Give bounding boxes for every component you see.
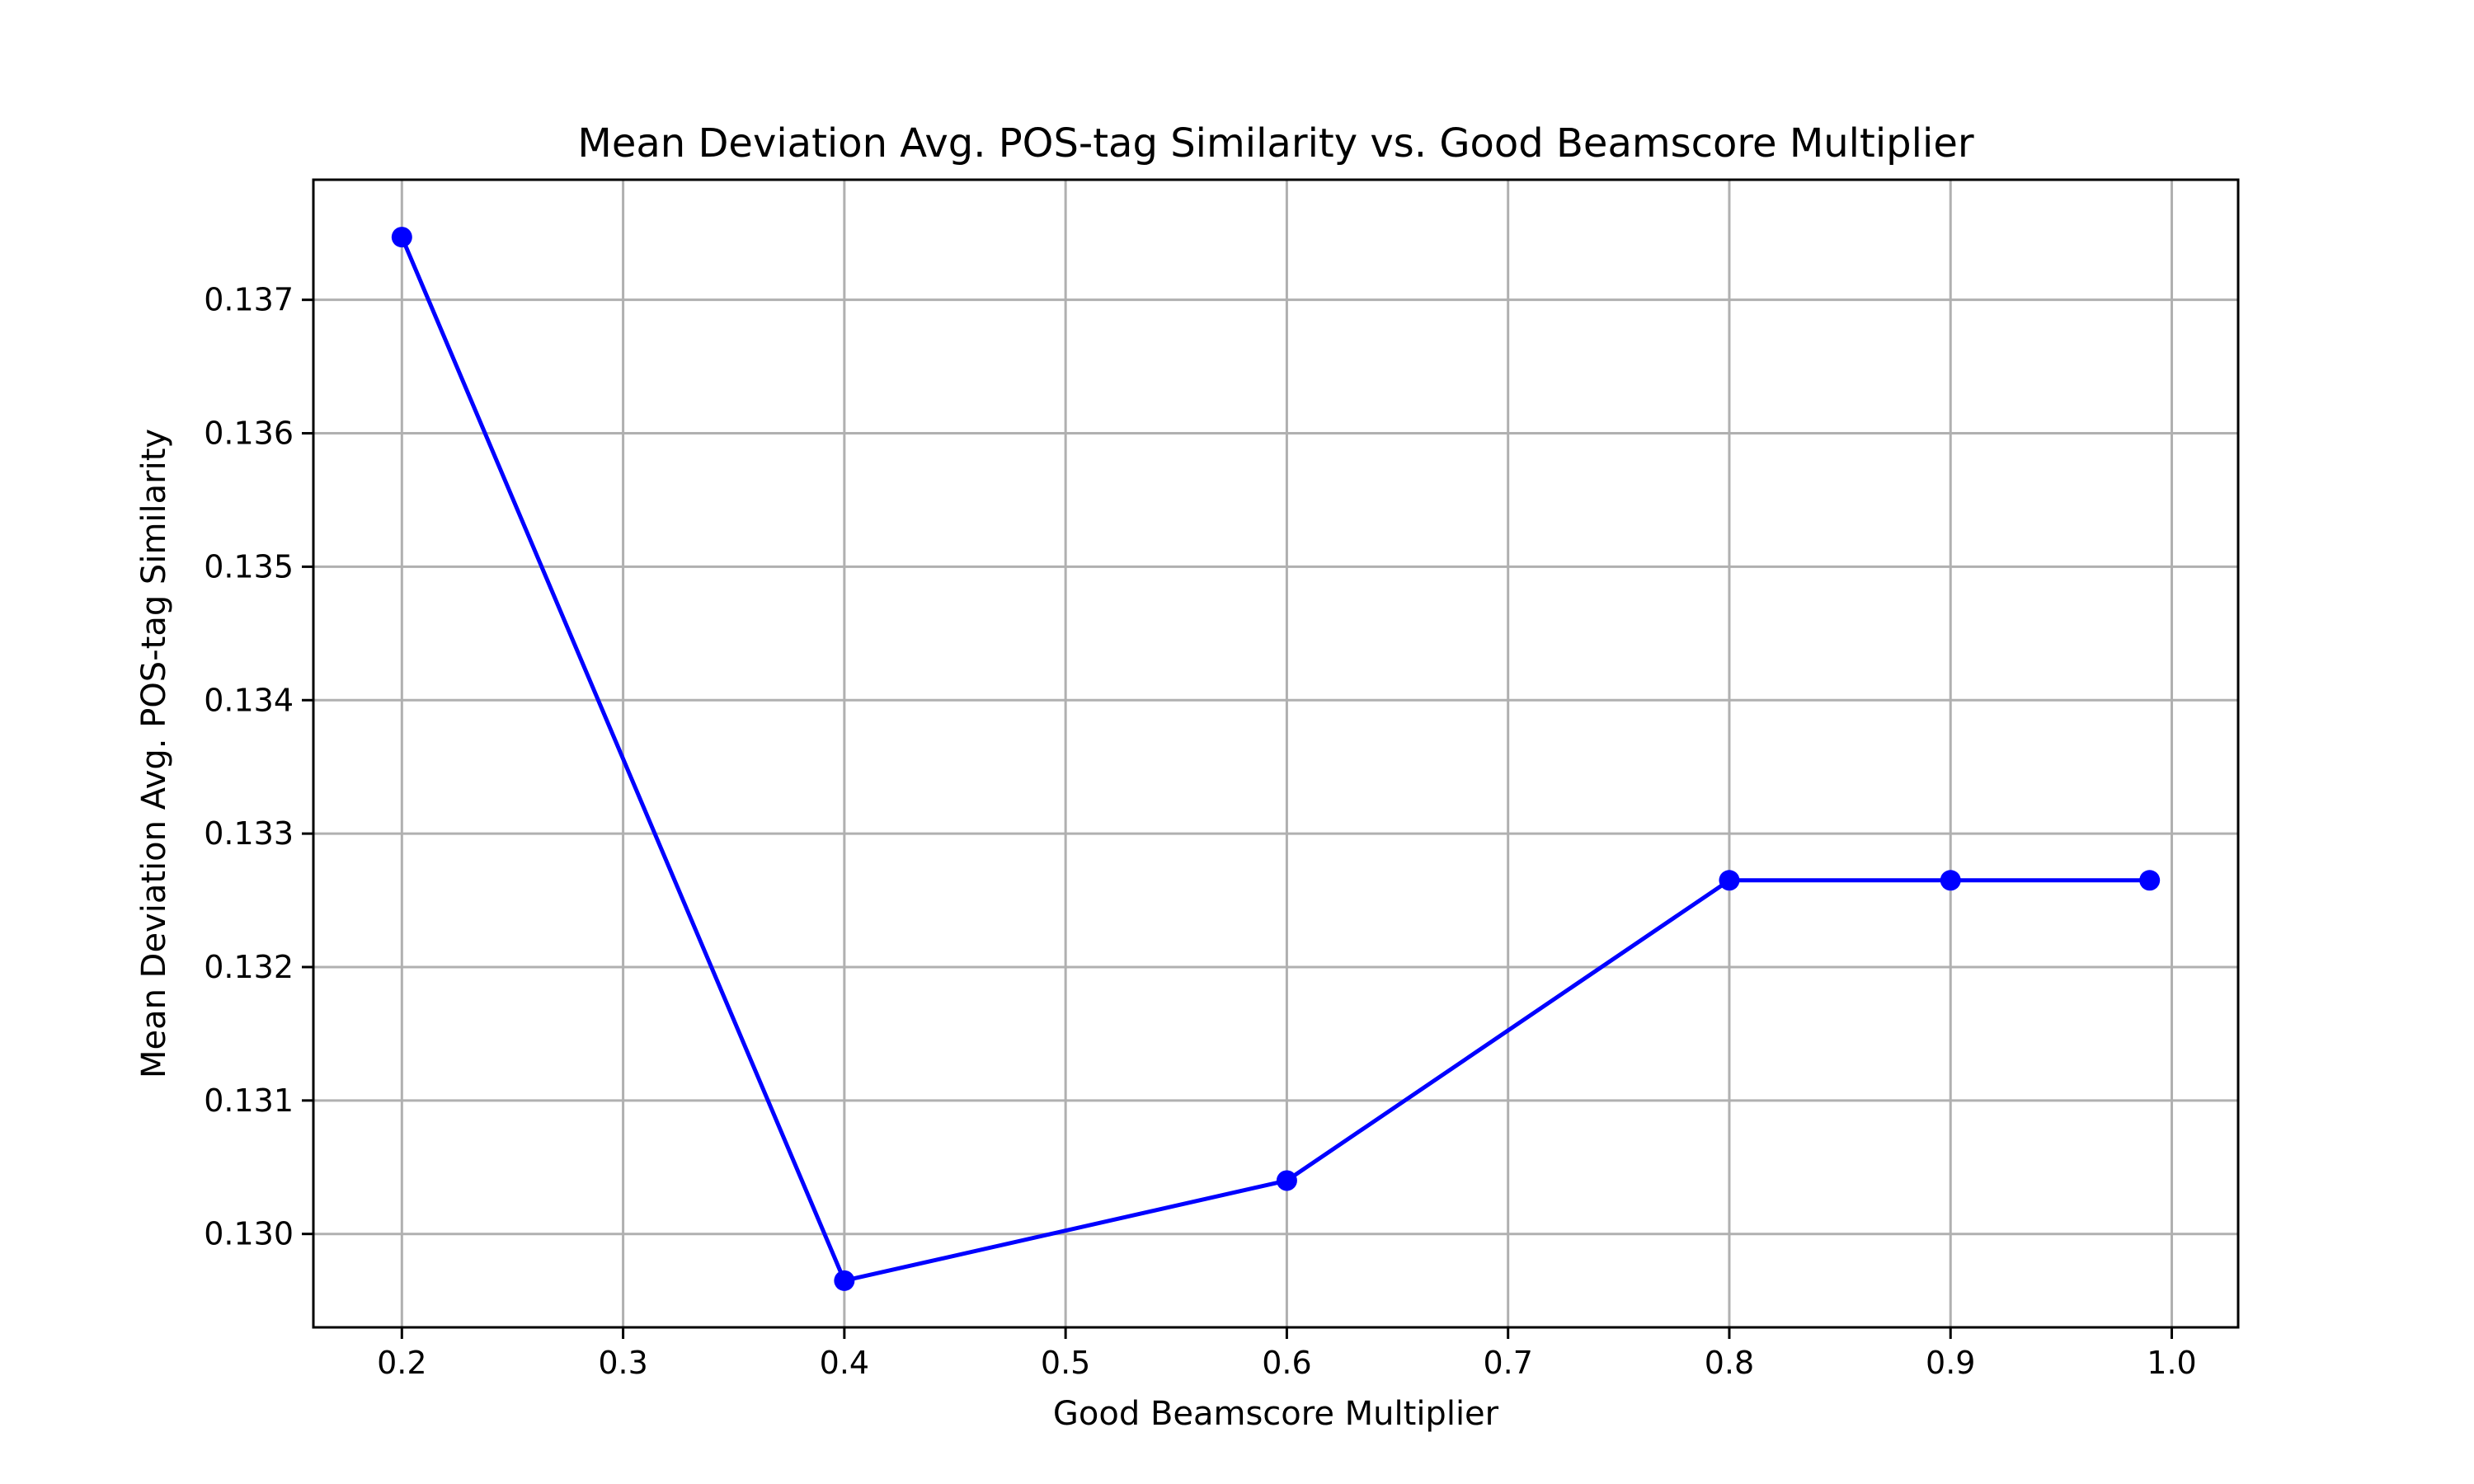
y-tick-label: 0.132	[204, 949, 294, 985]
y-tick-label: 0.135	[204, 548, 294, 585]
y-tick-label: 0.130	[204, 1216, 294, 1252]
data-series	[391, 227, 2161, 1291]
y-tick-label: 0.134	[204, 682, 294, 718]
data-point	[1276, 1170, 1297, 1191]
x-tick-label: 0.2	[377, 1345, 426, 1381]
y-tick-label: 0.133	[204, 815, 294, 852]
data-point	[1940, 870, 1961, 891]
x-axis-label: Good Beamscore Multiplier	[1053, 1395, 1499, 1433]
plot-frame	[312, 178, 2240, 1329]
y-axis-label: Mean Deviation Avg. POS-tag Similarity	[135, 429, 173, 1078]
data-point	[834, 1270, 855, 1291]
data-point	[391, 227, 412, 248]
grid-lines	[313, 180, 2238, 1327]
x-tick-label: 0.3	[598, 1345, 647, 1381]
series-line	[400, 236, 2150, 1283]
x-tick-label: 0.7	[1483, 1345, 1532, 1381]
x-tick-label: 0.4	[820, 1345, 869, 1381]
y-tick-label: 0.136	[204, 416, 294, 452]
y-tick-label: 0.131	[204, 1082, 294, 1119]
x-tick-label: 0.8	[1705, 1345, 1754, 1381]
x-tick-label: 1.0	[2147, 1345, 2196, 1381]
x-tick-label: 0.9	[1926, 1345, 1975, 1381]
x-tick-label: 0.5	[1041, 1345, 1090, 1381]
axis-ticks: 0.2 0.3 0.4 0.5 0.6 0.7 0.8 0.9 1.0 0.130 0.131 0.1…	[204, 282, 2197, 1381]
y-tick-label: 0.137	[204, 282, 294, 318]
chart-title: Mean Deviation Avg. POS-tag Similarity v…	[577, 120, 1973, 167]
data-point	[2139, 870, 2161, 891]
data-point	[1719, 870, 1740, 891]
x-tick-label: 0.6	[1262, 1345, 1311, 1381]
